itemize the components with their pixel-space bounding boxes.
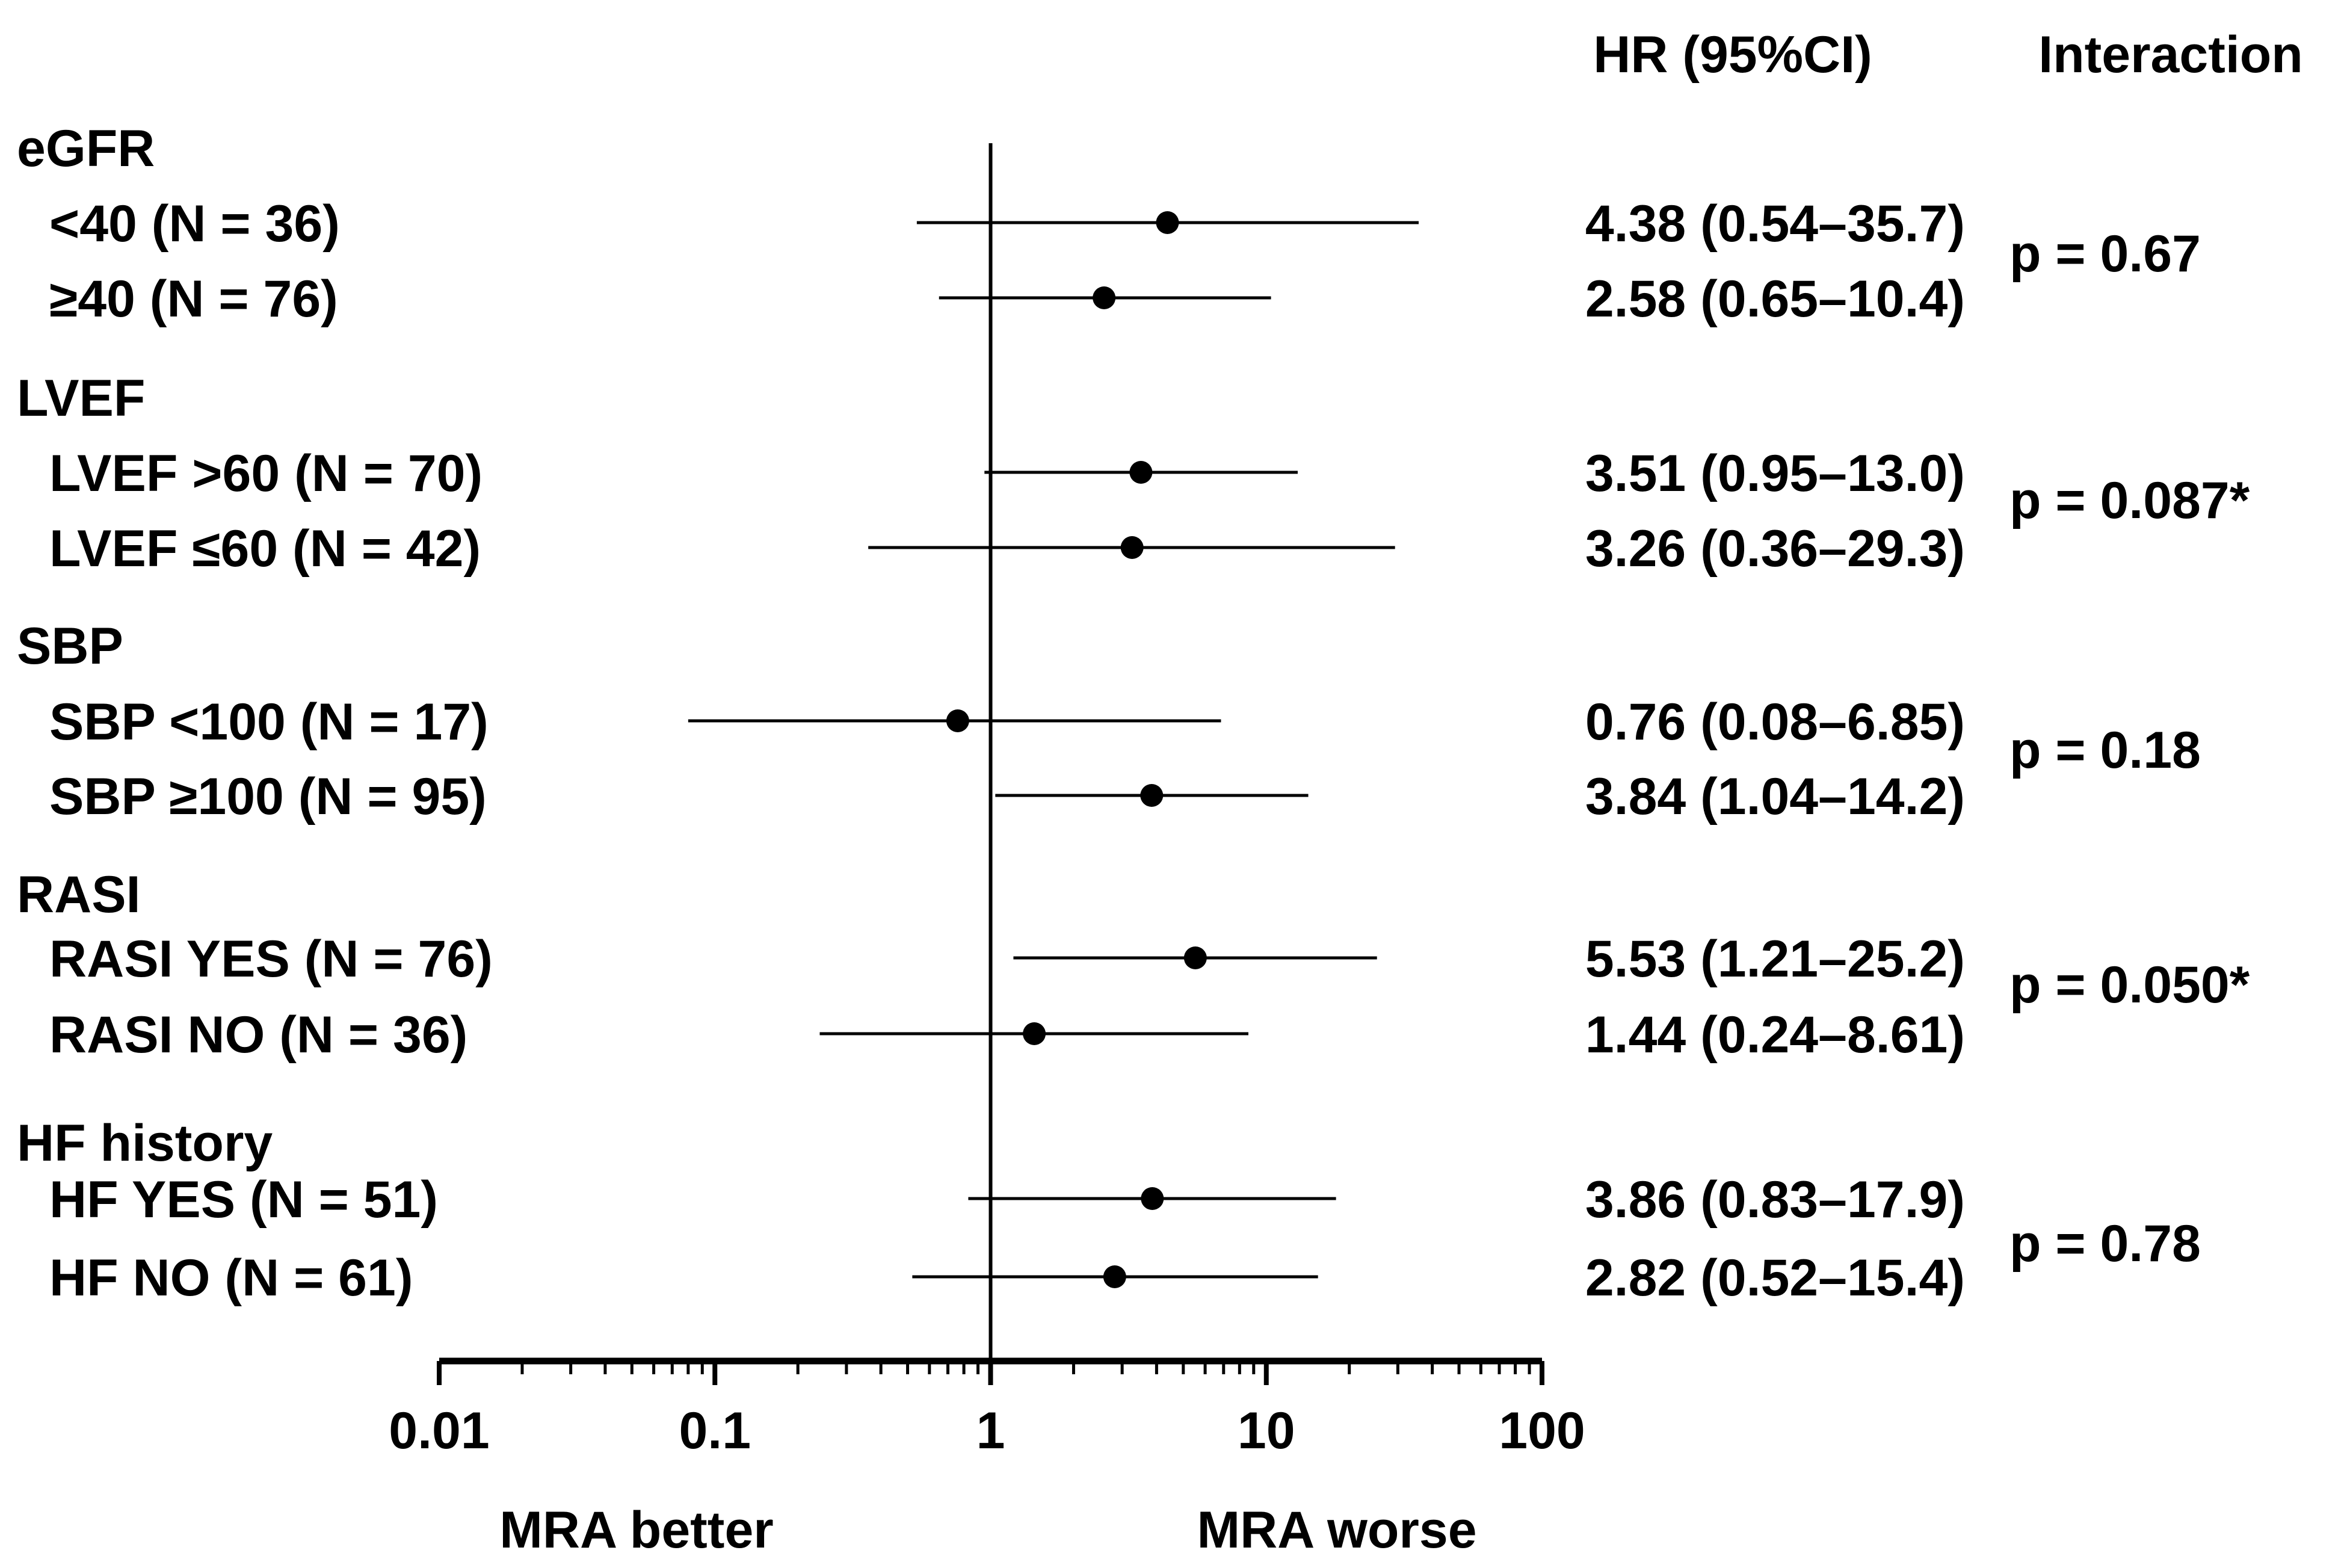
interaction-p-value: p = 0.67 (2009, 225, 2201, 283)
hr-ci-value: 3.51 (0.95–13.0) (1585, 445, 1965, 502)
hr-point (1103, 1265, 1126, 1288)
hr-column-header: HR (95%CI) (1593, 26, 1872, 84)
subgroup-label: ≥40 (N = 76) (49, 270, 338, 328)
subgroup-label: LVEF ≤60 (N = 42) (49, 520, 481, 578)
x-tick-label: 1 (976, 1402, 1005, 1460)
group-label: HF history (17, 1114, 273, 1172)
subgroup-label: RASI NO (N = 36) (49, 1006, 467, 1064)
hr-ci-value: 2.58 (0.65–10.4) (1585, 270, 1965, 328)
x-tick-label: 0.01 (389, 1402, 489, 1460)
hr-ci-value: 5.53 (1.21–25.2) (1585, 930, 1965, 988)
hr-point (1183, 946, 1207, 969)
hr-ci-value: 3.84 (1.04–14.2) (1585, 768, 1965, 826)
interaction-p-value: p = 0.18 (2009, 721, 2201, 779)
hr-ci-value: 1.44 (0.24–8.61) (1585, 1006, 1965, 1064)
hr-point (1023, 1022, 1046, 1045)
hr-point (1129, 461, 1153, 484)
hr-point (1140, 784, 1164, 807)
x-tick-label: 0.1 (679, 1402, 751, 1460)
hr-point (946, 709, 969, 732)
hr-ci-value: 3.26 (0.36–29.3) (1585, 520, 1965, 578)
hr-ci-value: 2.82 (0.52–15.4) (1585, 1249, 1965, 1307)
x-tick-label: 100 (1499, 1402, 1585, 1460)
subgroup-label: HF NO (N = 61) (49, 1249, 413, 1307)
hr-point (1141, 1187, 1164, 1210)
hr-point (1120, 536, 1144, 559)
interaction-p-value: p = 0.087* (2009, 472, 2250, 529)
x-tick-label: 10 (1238, 1402, 1295, 1460)
subgroup-label: <40 (N = 36) (49, 195, 340, 253)
hr-ci-value: 0.76 (0.08–6.85) (1585, 693, 1965, 751)
hr-ci-value: 4.38 (0.54–35.7) (1585, 195, 1965, 253)
hr-point (1156, 211, 1179, 234)
subgroup-label: LVEF >60 (N = 70) (49, 445, 483, 502)
subgroup-label: SBP ≥100 (N = 95) (49, 768, 487, 826)
interaction-column-header: Interaction (2038, 26, 2303, 84)
group-label: SBP (17, 617, 123, 675)
group-label: LVEF (17, 369, 145, 427)
mra-better-label: MRA better (499, 1501, 774, 1559)
subgroup-label: HF YES (N = 51) (49, 1171, 438, 1229)
hr-ci-value: 3.86 (0.83–17.9) (1585, 1171, 1965, 1229)
mra-worse-label: MRA worse (1197, 1501, 1476, 1559)
hr-point (1093, 286, 1116, 309)
interaction-p-value: p = 0.050* (2009, 956, 2250, 1014)
interaction-p-value: p = 0.78 (2009, 1215, 2201, 1273)
group-label: eGFR (17, 120, 155, 177)
group-label: RASI (17, 866, 140, 924)
subgroup-label: RASI YES (N = 76) (49, 930, 493, 988)
subgroup-label: SBP <100 (N = 17) (49, 693, 489, 751)
